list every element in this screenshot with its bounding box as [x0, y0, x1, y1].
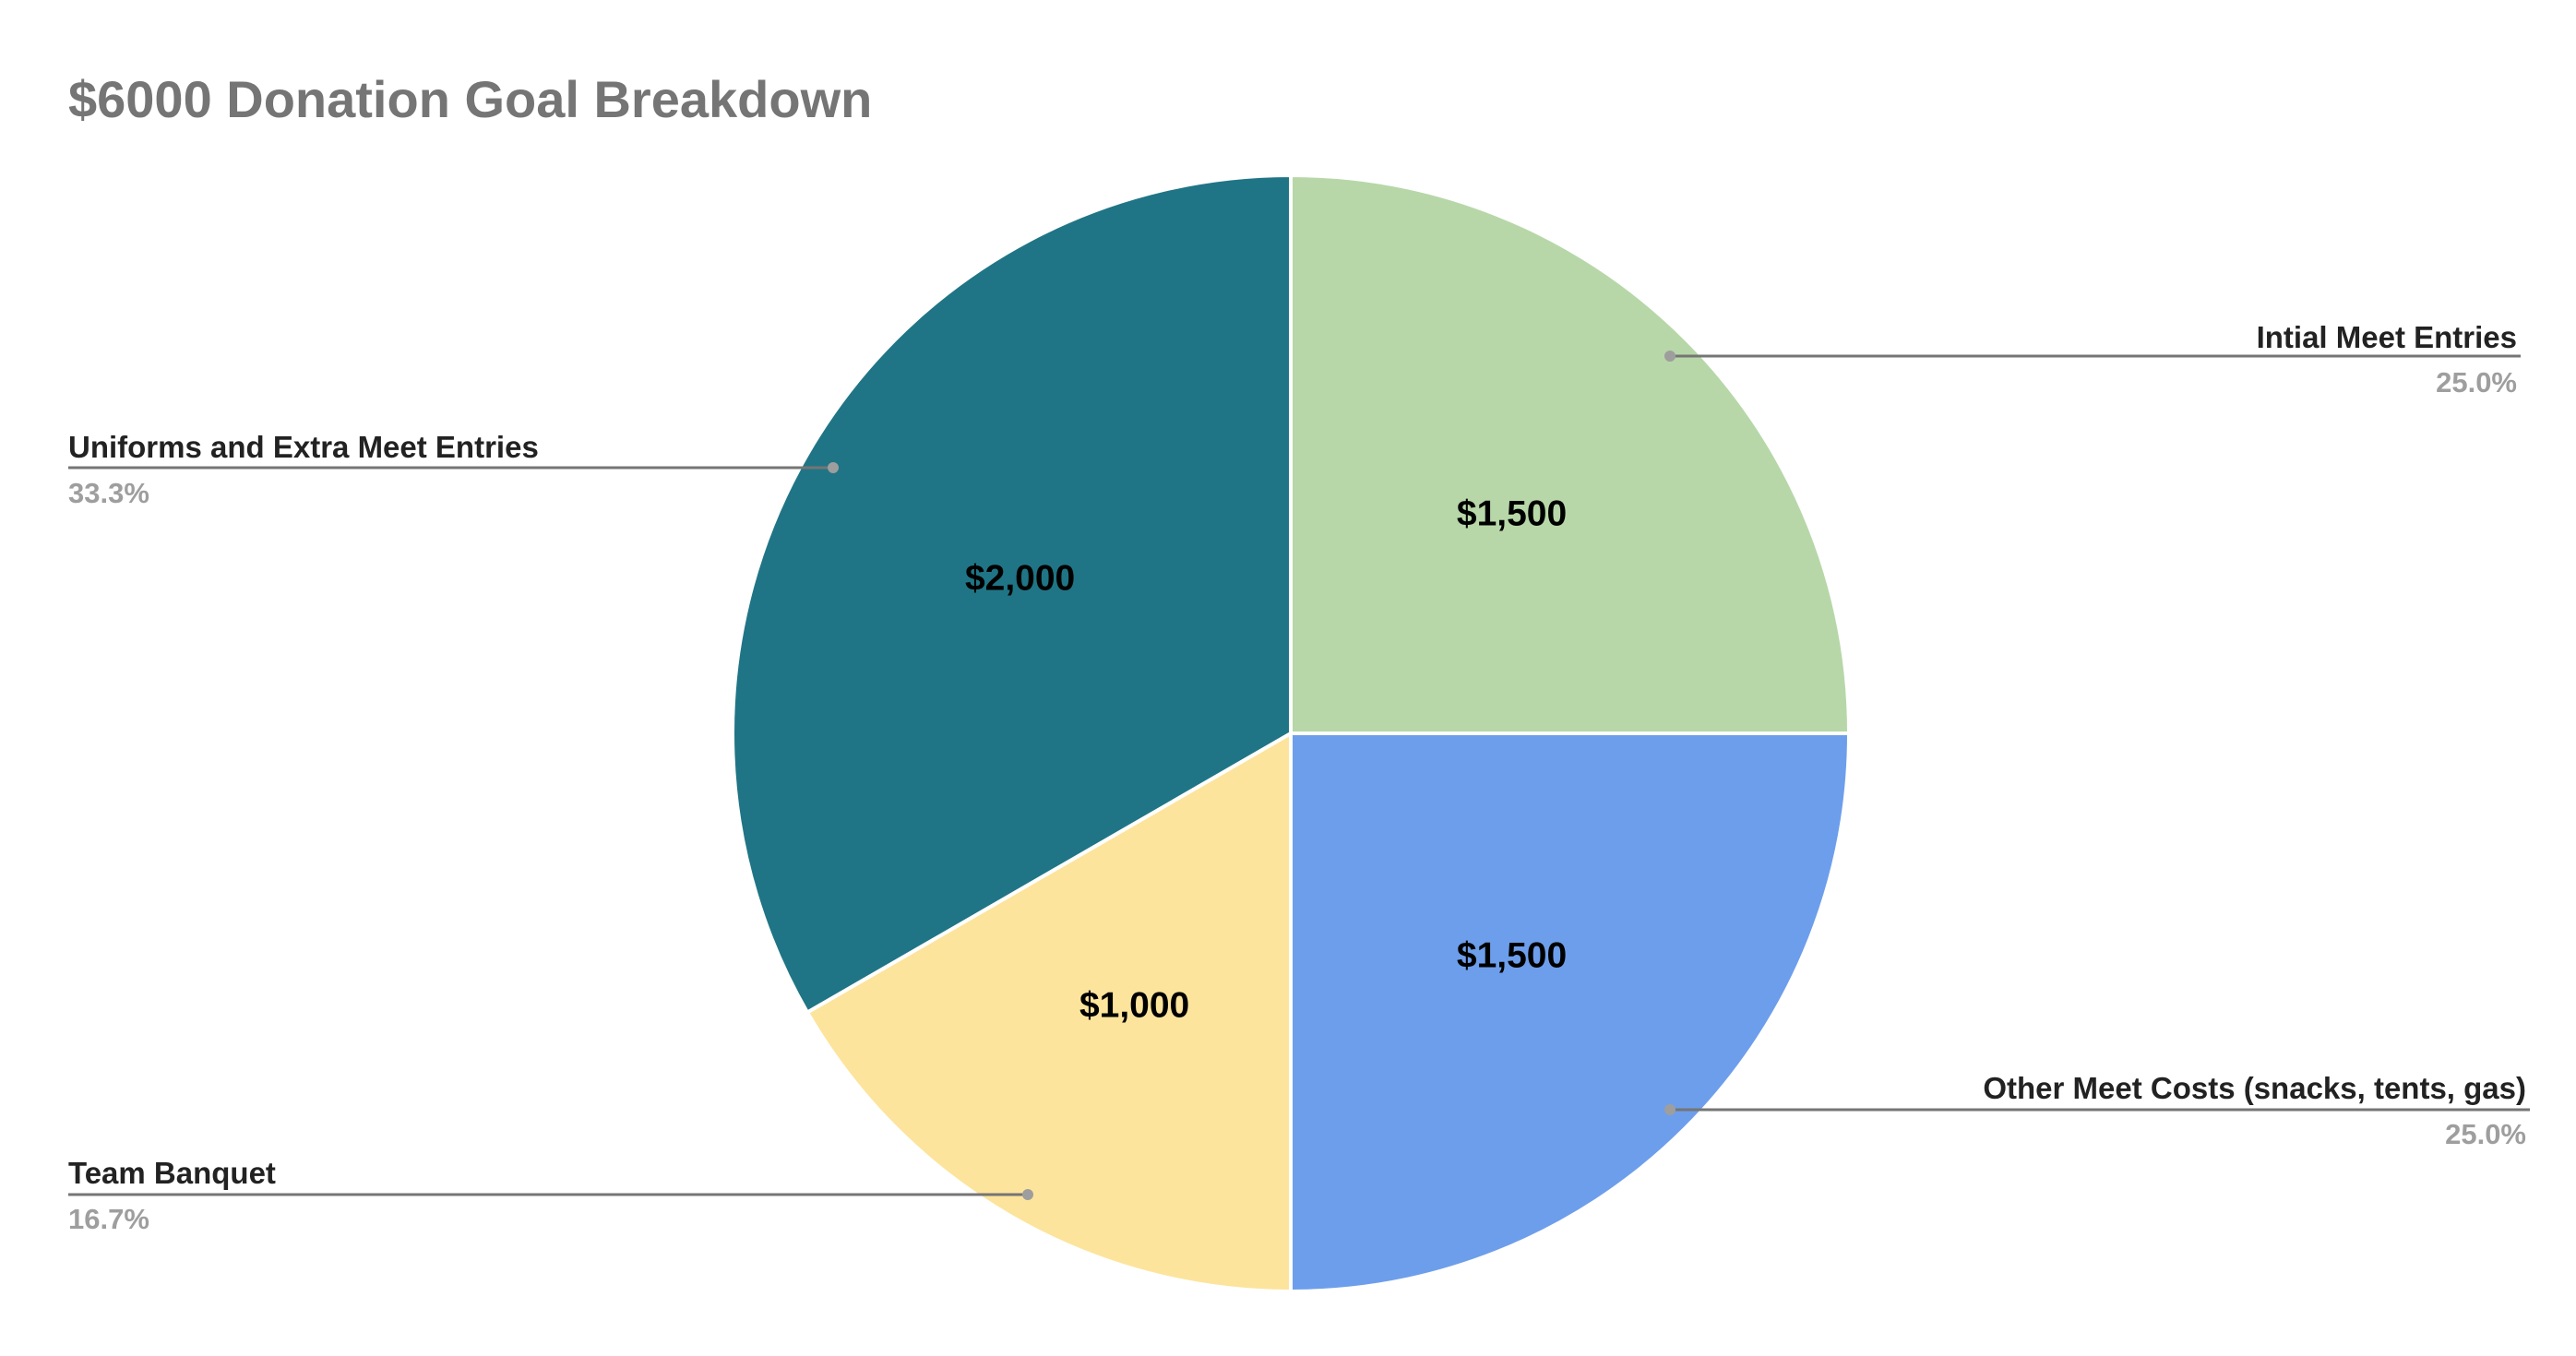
percent-label-other-meet-costs-snacks-tents-gas: 25.0% — [2445, 1118, 2526, 1150]
percent-label-intial-meet-entries: 25.0% — [2436, 366, 2517, 398]
value-label-uniforms-and-extra-meet-entries: $2,000 — [965, 559, 1075, 599]
pie-slice-team-banquet — [805, 730, 1293, 1294]
value-label-other-meet-costs-snacks-tents-gas: $1,500 — [1457, 936, 1567, 976]
percent-label-uniforms-and-extra-meet-entries: 33.3% — [68, 477, 149, 509]
pie-slice-intial-meet-entries — [1289, 172, 1852, 735]
pie-slice-uniforms-and-extra-meet-entries — [731, 172, 1293, 1016]
category-label-other-meet-costs-snacks-tents-gas: Other Meet Costs (snacks, tents, gas) — [1983, 1071, 2526, 1105]
value-label-intial-meet-entries: $1,500 — [1457, 494, 1567, 533]
category-label-team-banquet: Team Banquet — [68, 1156, 276, 1190]
leader-dot-uniforms-and-extra-meet-entries — [828, 462, 839, 473]
leader-dot-intial-meet-entries — [1664, 351, 1676, 362]
pie-slice-other-meet-costs-snacks-tents-gas — [1289, 732, 1852, 1294]
category-label-intial-meet-entries: Intial Meet Entries — [2257, 320, 2517, 354]
percent-label-team-banquet: 16.7% — [68, 1203, 149, 1235]
leader-dot-team-banquet — [1022, 1189, 1033, 1200]
chart-title: $6000 Donation Goal Breakdown — [68, 70, 872, 128]
leader-dot-other-meet-costs-snacks-tents-gas — [1664, 1104, 1676, 1115]
value-label-team-banquet: $1,000 — [1079, 985, 1189, 1025]
category-label-uniforms-and-extra-meet-entries: Uniforms and Extra Meet Entries — [68, 430, 539, 464]
